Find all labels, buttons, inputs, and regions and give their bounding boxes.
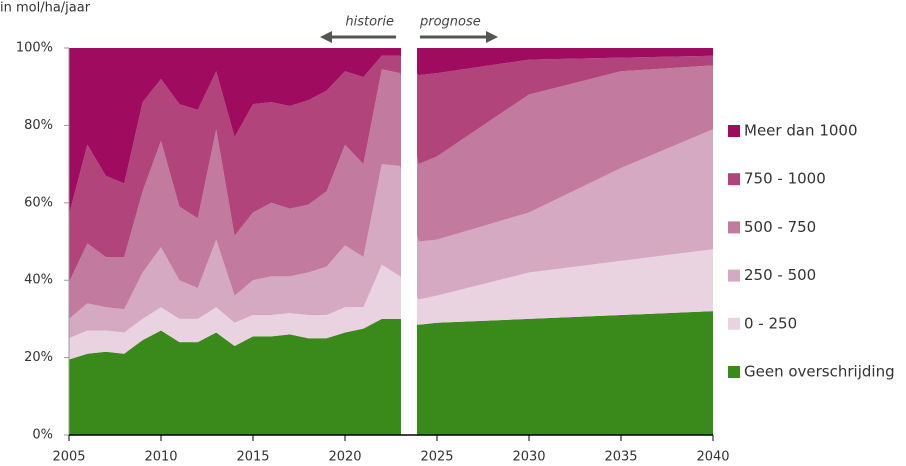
x-tick-label: 2035 (604, 450, 637, 465)
y-tick-label: 60% (24, 195, 53, 210)
areas (69, 48, 713, 435)
legend-swatch (728, 366, 740, 378)
y-axis-label: in mol/ha/jaar (0, 1, 91, 16)
annotation: historie (345, 15, 394, 30)
x-tick-label: 2020 (328, 450, 361, 465)
arrow-head (320, 31, 332, 43)
legend-label: 750 - 1000 (744, 170, 826, 188)
period-gap (401, 30, 417, 440)
y-tick-label: 100% (16, 41, 53, 56)
legend-label: 0 - 250 (744, 314, 797, 332)
area (69, 55, 713, 283)
x-tick-label: 2030 (512, 450, 545, 465)
x-tick-label: 2040 (696, 450, 729, 465)
legend-label: Geen overschrijding (744, 363, 895, 381)
legend-label: 250 - 500 (744, 266, 816, 284)
legend-swatch (728, 317, 740, 330)
x-tick-label: 2025 (420, 450, 453, 465)
legend-swatch (728, 125, 740, 137)
area (69, 311, 713, 435)
area (69, 249, 713, 360)
arrow-head (486, 31, 498, 43)
area (69, 65, 713, 319)
area (69, 129, 713, 339)
y-tick-label: 80% (24, 118, 53, 133)
y-tick-label: 0% (32, 428, 53, 443)
x-tick-label: 2010 (144, 450, 177, 465)
legend-swatch (728, 173, 740, 186)
legend-label: Meer dan 1000 (744, 122, 858, 140)
legend-swatch (728, 221, 740, 234)
legend-swatch (728, 269, 740, 282)
x-tick-label: 2015 (236, 450, 269, 465)
area (69, 48, 713, 215)
x-tick-label: 2005 (52, 450, 85, 465)
legend-label: 500 - 750 (744, 218, 816, 236)
y-tick-label: 40% (24, 273, 53, 288)
annotation: prognose (419, 15, 481, 30)
y-tick-label: 20% (24, 350, 53, 365)
